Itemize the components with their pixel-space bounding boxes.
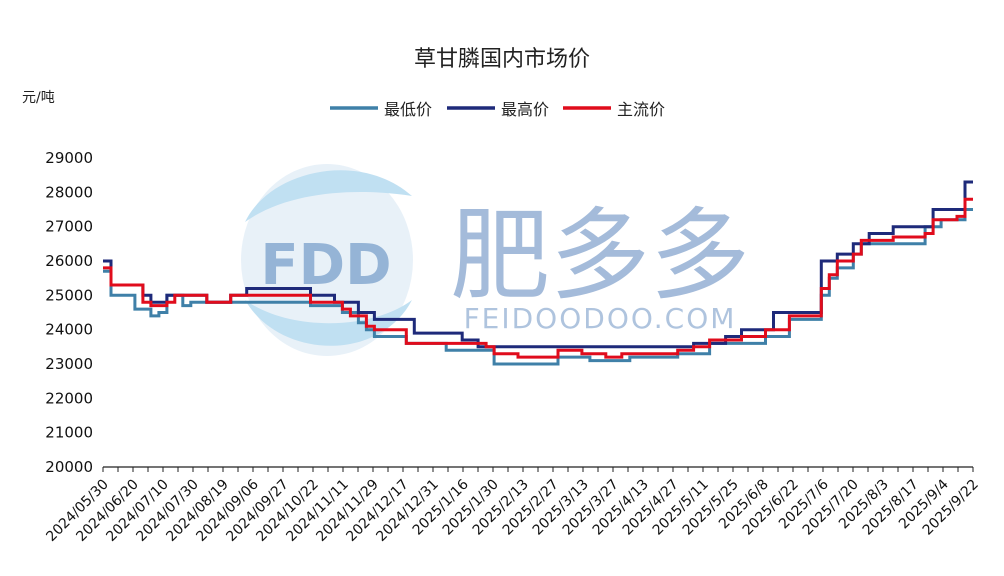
y-tick-label: 29000 — [45, 149, 93, 167]
watermark: FDD 肥多多 FEIDOODOO.COM — [241, 164, 750, 356]
legend-label-0: 最低价 — [384, 100, 432, 119]
y-tick-label: 28000 — [45, 183, 93, 201]
watermark-brand-text: 肥多多 — [450, 197, 750, 314]
watermark-logo-icon — [241, 164, 413, 356]
y-tick-label: 23000 — [45, 355, 93, 373]
legend-label-2: 主流价 — [617, 100, 665, 119]
y-tick-label: 25000 — [45, 286, 93, 304]
y-tick-label: 27000 — [45, 218, 93, 236]
watermark-url-text: FEIDOODOO.COM — [464, 302, 737, 335]
series-lines — [103, 180, 973, 366]
legend: 最低价 最高价 主流价 — [330, 100, 665, 119]
x-tick-labels: 2024/05/302024/06/202024/07/102024/07/30… — [43, 476, 981, 544]
y-tick-label: 26000 — [45, 252, 93, 270]
y-axis-unit: 元/吨 — [22, 90, 55, 106]
y-tick-label: 24000 — [45, 321, 93, 339]
legend-label-1: 最高价 — [501, 100, 549, 119]
axes — [102, 466, 974, 472]
y-tick-labels: 20000 21000 22000 23000 24000 25000 26000 27000… — [45, 149, 93, 476]
series-line-2 — [103, 197, 973, 359]
y-tick-label: 21000 — [45, 424, 93, 442]
y-tick-label: 22000 — [45, 389, 93, 407]
y-tick-label: 20000 — [45, 458, 93, 476]
chart-title: 草甘膦国内市场价 — [414, 47, 590, 72]
